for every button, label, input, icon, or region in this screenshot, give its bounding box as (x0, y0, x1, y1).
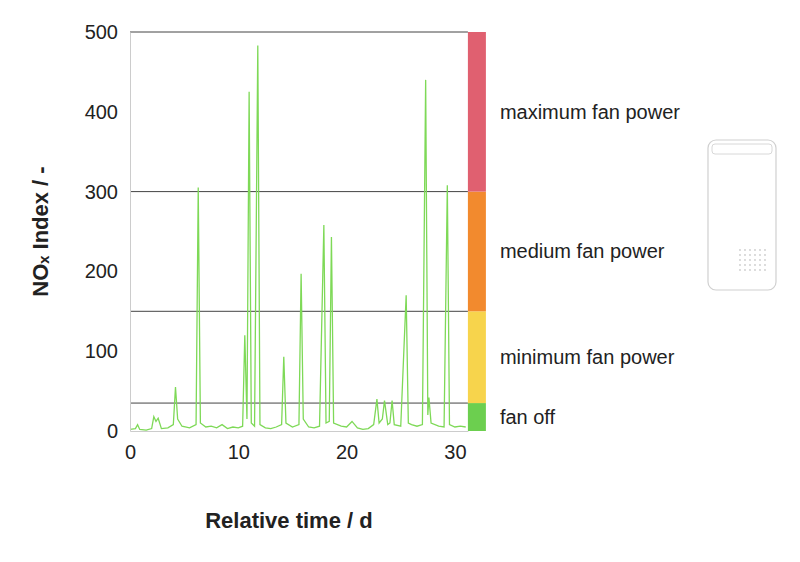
purifier-vent (759, 249, 761, 251)
purifier-vent (749, 254, 751, 256)
purifier-vent (764, 249, 766, 251)
x-tick-label: 30 (444, 441, 466, 463)
zone-label: fan off (500, 406, 556, 428)
purifier-vent (754, 264, 756, 266)
purifier-icon (708, 140, 776, 290)
zone-band (468, 192, 486, 312)
y-tick: 200 (85, 260, 130, 282)
purifier-vent (759, 264, 761, 266)
y-axis-title: NOₓ Index / - (28, 166, 53, 296)
threshold-line (130, 191, 468, 192)
x-tick-label: 20 (336, 441, 358, 463)
y-tick-label: 500 (85, 21, 118, 43)
x-axis-line (131, 431, 469, 432)
threshold-line (130, 32, 468, 33)
chart: fan off minimum fan power medium fan power… (0, 0, 800, 562)
zone-band (468, 403, 486, 431)
y-tick-label: 100 (85, 340, 118, 362)
purifier-vent (759, 269, 761, 271)
purifier-vent (764, 259, 766, 261)
x-tick-label: 10 (228, 441, 250, 463)
purifier-vent (749, 269, 751, 271)
x-tick: 30 (444, 431, 466, 463)
purifier-vent (749, 249, 751, 251)
purifier-vent (744, 264, 746, 266)
purifier-vent (739, 269, 741, 271)
purifier-vent (754, 254, 756, 256)
y-tick-label: 200 (85, 260, 118, 282)
x-tick: 10 (228, 431, 250, 463)
purifier-vent (754, 269, 756, 271)
y-tick: 0 (107, 420, 130, 442)
zone-band (468, 311, 486, 403)
x-axis: 0 10 20 30 (125, 431, 468, 463)
y-tick-label: 0 (107, 420, 118, 442)
plot-area (130, 46, 466, 431)
purifier-vent (739, 259, 741, 261)
y-tick-label: 400 (85, 101, 118, 123)
purifier-top (712, 144, 772, 154)
purifier-vent (754, 249, 756, 251)
purifier-vent (739, 249, 741, 251)
y-tick-label: 300 (85, 181, 118, 203)
purifier-vent (759, 259, 761, 261)
zone-label: medium fan power (500, 240, 665, 262)
x-tick: 20 (336, 431, 358, 463)
purifier-vent (749, 259, 751, 261)
purifier-vent (744, 259, 746, 261)
purifier-vent (759, 254, 761, 256)
purifier-body (708, 140, 776, 290)
y-tick: 300 (85, 181, 130, 203)
y-axis: 0 100 200 300 400 500 (85, 21, 131, 442)
y-tick: 100 (85, 340, 130, 362)
data-line (130, 46, 466, 431)
x-tick: 0 (125, 431, 136, 463)
y-tick: 500 (85, 21, 130, 43)
purifier-vent (749, 264, 751, 266)
y-axis-line (130, 33, 131, 432)
purifier-vent (754, 259, 756, 261)
x-axis-title: Relative time / d (205, 508, 373, 533)
zone-band (468, 32, 486, 192)
purifier-vent (744, 249, 746, 251)
threshold-line (130, 311, 468, 312)
purifier-vent (764, 269, 766, 271)
zone-label: minimum fan power (500, 346, 675, 368)
zone-label: maximum fan power (500, 101, 680, 123)
purifier-vent (739, 264, 741, 266)
purifier-vent (744, 269, 746, 271)
zones: fan off minimum fan power medium fan power… (130, 32, 680, 431)
y-tick: 400 (85, 101, 130, 123)
x-tick-label: 0 (125, 441, 136, 463)
purifier-vent (744, 254, 746, 256)
purifier-vent (739, 254, 741, 256)
purifier-vent (764, 254, 766, 256)
purifier-vent (764, 264, 766, 266)
